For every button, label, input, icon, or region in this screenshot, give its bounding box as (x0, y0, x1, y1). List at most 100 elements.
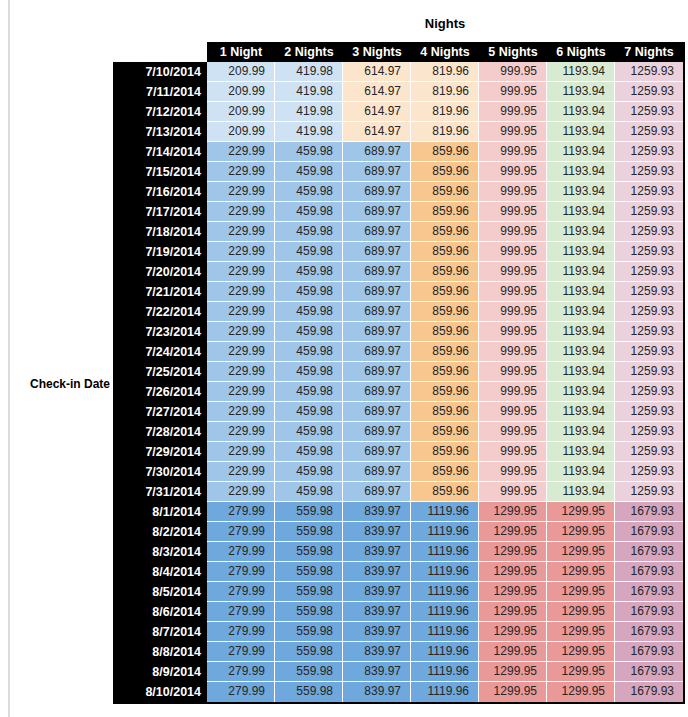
price-cell[interactable]: 689.97 (343, 222, 411, 242)
price-cell[interactable]: 279.99 (207, 682, 275, 702)
price-cell[interactable]: 279.99 (207, 602, 275, 622)
price-cell[interactable]: 1299.95 (479, 622, 547, 642)
price-cell[interactable]: 1299.95 (547, 582, 615, 602)
price-cell[interactable]: 1119.96 (411, 642, 479, 662)
price-cell[interactable]: 229.99 (207, 382, 275, 402)
price-cell[interactable]: 209.99 (207, 62, 275, 82)
price-cell[interactable]: 1119.96 (411, 542, 479, 562)
price-cell[interactable]: 1299.95 (479, 662, 547, 682)
price-cell[interactable]: 1119.96 (411, 602, 479, 622)
price-cell[interactable]: 1193.94 (547, 102, 615, 122)
price-cell[interactable]: 819.96 (411, 122, 479, 142)
price-cell[interactable]: 1299.95 (479, 682, 547, 702)
date-cell[interactable]: 7/11/2014 (113, 82, 207, 102)
price-cell[interactable]: 839.97 (343, 502, 411, 522)
price-cell[interactable]: 859.96 (411, 342, 479, 362)
price-cell[interactable]: 559.98 (275, 562, 343, 582)
price-cell[interactable]: 229.99 (207, 142, 275, 162)
price-cell[interactable]: 999.95 (479, 482, 547, 502)
price-cell[interactable]: 1193.94 (547, 342, 615, 362)
date-cell[interactable]: 8/8/2014 (113, 642, 207, 662)
price-cell[interactable]: 689.97 (343, 482, 411, 502)
price-cell[interactable]: 1259.93 (615, 62, 683, 82)
date-cell[interactable]: 7/19/2014 (113, 242, 207, 262)
price-cell[interactable]: 1259.93 (615, 182, 683, 202)
date-cell[interactable]: 7/14/2014 (113, 142, 207, 162)
price-cell[interactable]: 459.98 (275, 262, 343, 282)
price-cell[interactable]: 1259.93 (615, 102, 683, 122)
price-cell[interactable]: 819.96 (411, 102, 479, 122)
date-cell[interactable]: 7/15/2014 (113, 162, 207, 182)
price-cell[interactable]: 279.99 (207, 582, 275, 602)
price-cell[interactable]: 229.99 (207, 422, 275, 442)
price-cell[interactable]: 839.97 (343, 622, 411, 642)
price-cell[interactable]: 999.95 (479, 402, 547, 422)
price-cell[interactable]: 999.95 (479, 342, 547, 362)
date-cell[interactable]: 8/6/2014 (113, 602, 207, 622)
price-cell[interactable]: 689.97 (343, 162, 411, 182)
price-cell[interactable]: 1193.94 (547, 482, 615, 502)
price-cell[interactable]: 859.96 (411, 382, 479, 402)
price-cell[interactable]: 1119.96 (411, 662, 479, 682)
date-cell[interactable]: 7/25/2014 (113, 362, 207, 382)
price-cell[interactable]: 1299.95 (479, 582, 547, 602)
price-cell[interactable]: 1679.93 (615, 682, 683, 702)
price-cell[interactable]: 419.98 (275, 62, 343, 82)
price-cell[interactable]: 1193.94 (547, 382, 615, 402)
price-cell[interactable]: 689.97 (343, 362, 411, 382)
price-cell[interactable]: 1193.94 (547, 322, 615, 342)
date-cell[interactable]: 7/17/2014 (113, 202, 207, 222)
price-cell[interactable]: 1259.93 (615, 162, 683, 182)
price-cell[interactable]: 459.98 (275, 402, 343, 422)
date-cell[interactable]: 7/10/2014 (113, 62, 207, 82)
price-cell[interactable]: 689.97 (343, 402, 411, 422)
price-cell[interactable]: 689.97 (343, 322, 411, 342)
price-cell[interactable]: 559.98 (275, 682, 343, 702)
price-cell[interactable]: 1193.94 (547, 162, 615, 182)
date-cell[interactable]: 7/27/2014 (113, 402, 207, 422)
price-cell[interactable]: 689.97 (343, 462, 411, 482)
price-cell[interactable]: 1259.93 (615, 142, 683, 162)
price-cell[interactable]: 1259.93 (615, 442, 683, 462)
price-cell[interactable]: 459.98 (275, 242, 343, 262)
price-cell[interactable]: 1119.96 (411, 522, 479, 542)
price-cell[interactable]: 1679.93 (615, 622, 683, 642)
price-cell[interactable]: 229.99 (207, 282, 275, 302)
price-cell[interactable]: 689.97 (343, 422, 411, 442)
price-cell[interactable]: 839.97 (343, 602, 411, 622)
price-cell[interactable]: 689.97 (343, 202, 411, 222)
price-cell[interactable]: 459.98 (275, 422, 343, 442)
price-cell[interactable]: 459.98 (275, 362, 343, 382)
price-cell[interactable]: 1299.95 (479, 562, 547, 582)
price-cell[interactable]: 999.95 (479, 162, 547, 182)
price-cell[interactable]: 1299.95 (547, 602, 615, 622)
price-cell[interactable]: 839.97 (343, 682, 411, 702)
price-cell[interactable]: 689.97 (343, 282, 411, 302)
date-cell[interactable]: 7/29/2014 (113, 442, 207, 462)
price-cell[interactable]: 999.95 (479, 322, 547, 342)
price-cell[interactable]: 689.97 (343, 142, 411, 162)
price-cell[interactable]: 1679.93 (615, 662, 683, 682)
price-cell[interactable]: 859.96 (411, 142, 479, 162)
price-cell[interactable]: 459.98 (275, 322, 343, 342)
price-cell[interactable]: 819.96 (411, 62, 479, 82)
price-cell[interactable]: 1299.95 (547, 662, 615, 682)
price-cell[interactable]: 1193.94 (547, 222, 615, 242)
price-cell[interactable]: 229.99 (207, 162, 275, 182)
price-cell[interactable]: 1299.95 (547, 502, 615, 522)
price-cell[interactable]: 859.96 (411, 262, 479, 282)
price-cell[interactable]: 1299.95 (479, 542, 547, 562)
price-cell[interactable]: 689.97 (343, 302, 411, 322)
price-cell[interactable]: 614.97 (343, 102, 411, 122)
price-cell[interactable]: 559.98 (275, 622, 343, 642)
price-cell[interactable]: 229.99 (207, 362, 275, 382)
price-cell[interactable]: 459.98 (275, 442, 343, 462)
price-cell[interactable]: 279.99 (207, 502, 275, 522)
price-cell[interactable]: 614.97 (343, 62, 411, 82)
price-cell[interactable]: 689.97 (343, 242, 411, 262)
price-cell[interactable]: 999.95 (479, 62, 547, 82)
price-cell[interactable]: 859.96 (411, 322, 479, 342)
price-cell[interactable]: 1193.94 (547, 462, 615, 482)
date-cell[interactable]: 7/28/2014 (113, 422, 207, 442)
price-cell[interactable]: 859.96 (411, 202, 479, 222)
